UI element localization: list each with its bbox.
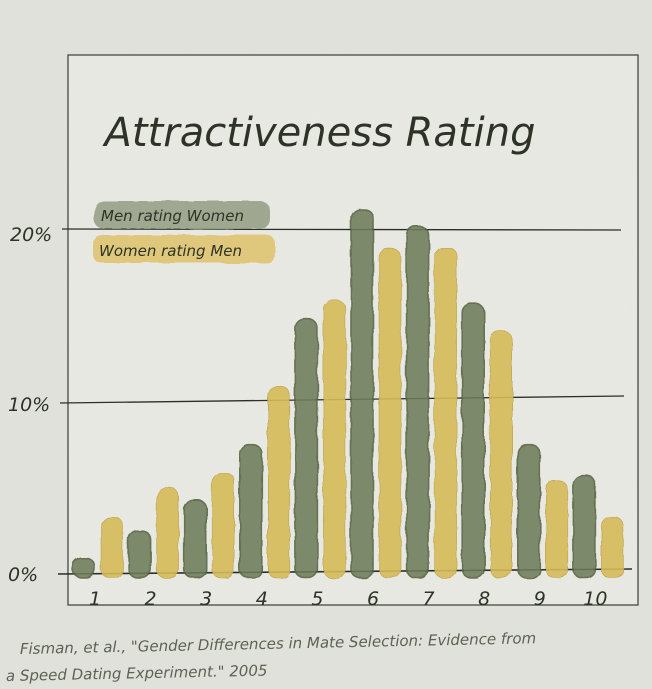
legend-swatch-men [94,201,270,229]
bar-women-2 [156,487,179,579]
bar-women-4 [267,385,291,579]
y-tick-label-10: 10% [8,394,50,416]
bar-men-5 [294,318,319,579]
legend-label-women: Women rating Men [99,242,242,260]
bar-women-7 [434,246,457,579]
chart-title: Attractiveness Rating [102,110,536,156]
x-tick-label-1: 1 [89,588,101,610]
bar-men-1 [72,557,96,579]
bar-women-8 [489,330,513,579]
bar-men-10 [572,474,597,579]
bar-men-3 [183,498,207,579]
x-tick-label-10: 10 [583,588,607,610]
chart-frame [67,54,639,606]
bar-men-7 [405,225,430,579]
bar-men-6 [350,208,374,579]
x-tick-label-6: 6 [367,588,379,610]
x-tick-label-2: 2 [145,588,157,610]
bar-women-5 [323,299,346,579]
legend-label-men: Men rating Women [101,207,244,225]
bar-women-1 [100,516,124,579]
bar-women-9 [545,480,569,579]
citation-line-2: a Speed Dating Experiment." 2005 [6,662,268,685]
x-tick-labels: 1 2 3 4 5 6 7 8 9 10 [89,588,608,610]
bar-women-3 [211,471,235,579]
bars-group [72,208,624,579]
x-tick-label-9: 9 [534,588,546,610]
x-tick-label-4: 4 [256,588,268,610]
gridline-20 [61,228,622,231]
x-tick-label-8: 8 [478,588,490,610]
bar-men-2 [127,529,152,579]
bar-men-9 [516,443,541,579]
y-tick-label-0: 0% [8,564,38,586]
bar-men-4 [239,443,263,579]
legend-swatch-women [92,235,276,263]
x-tick-label-7: 7 [423,588,435,610]
bar-women-6 [378,248,402,579]
legend: Men rating Women Women rating Men [92,201,276,263]
x-tick-label-5: 5 [311,588,323,610]
bar-men-8 [461,302,486,579]
bar-women-10 [601,516,624,579]
y-tick-label-20: 20% [10,224,52,246]
x-tick-label-3: 3 [200,588,212,610]
